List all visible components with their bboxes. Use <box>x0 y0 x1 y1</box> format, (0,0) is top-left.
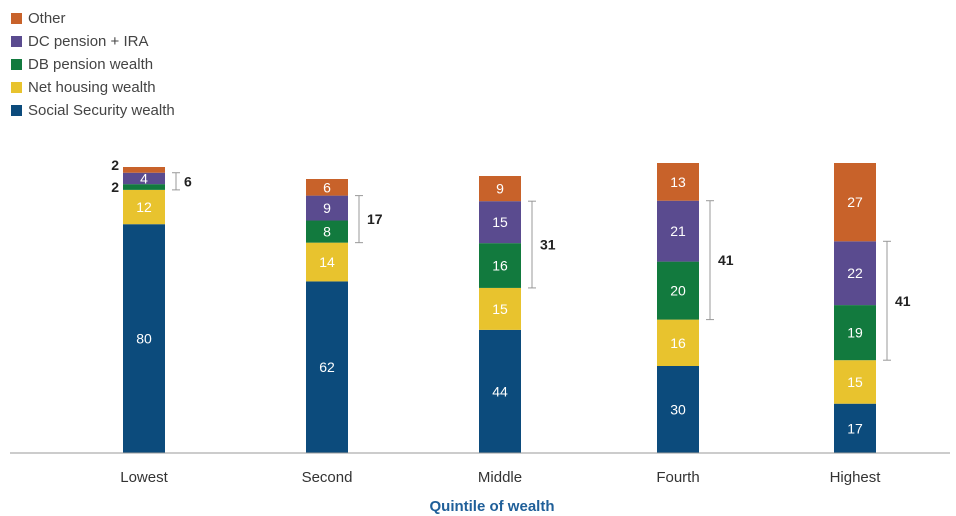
bracket-lowest <box>172 172 180 191</box>
bar-middle-db-pension-wealth <box>479 243 521 288</box>
bar-lowest-other <box>123 167 165 173</box>
bar-fourth-other <box>657 163 699 201</box>
bar-highest-net-housing-wealth <box>834 360 876 404</box>
data-label-lowest-social-security-wealth: 80 <box>136 331 152 347</box>
data-label-middle-net-housing-wealth: 15 <box>492 301 508 317</box>
bracket-fourth <box>706 200 714 321</box>
data-label-fourth-dc-pension-ira: 21 <box>670 223 686 239</box>
category-label-highest: Highest <box>830 469 882 486</box>
bracket-total-highest: 41 <box>895 293 911 309</box>
data-label-highest-net-housing-wealth: 15 <box>847 374 863 390</box>
data-label-fourth-net-housing-wealth: 16 <box>670 335 686 351</box>
bar-second-net-housing-wealth <box>306 242 348 282</box>
bar-second-other <box>306 179 348 196</box>
data-label-highest-other: 27 <box>847 194 863 210</box>
bar-lowest-db-pension-wealth <box>123 184 165 190</box>
legend-swatch-other <box>11 13 22 24</box>
data-label-middle-db-pension-wealth: 16 <box>492 258 508 274</box>
bar-fourth-social-security-wealth <box>657 366 699 453</box>
bar-middle-net-housing-wealth <box>479 287 521 330</box>
legend-label-social-security-wealth: Social Security wealth <box>28 102 175 119</box>
data-label-middle-other: 9 <box>496 181 504 197</box>
legend-swatch-db-pension-wealth <box>11 59 22 70</box>
data-label-highest-db-pension-wealth: 19 <box>847 325 863 341</box>
data-label-lowest-net-housing-wealth: 12 <box>136 199 152 215</box>
bracket-middle <box>528 200 536 289</box>
data-label-fourth-social-security-wealth: 30 <box>670 402 686 418</box>
bar-middle-dc-pension-ira <box>479 201 521 244</box>
data-label-lowest-dc-pension-ira: 4 <box>140 170 148 186</box>
bar-lowest-dc-pension-ira <box>123 172 165 185</box>
category-label-second: Second <box>302 469 353 486</box>
data-label-second-other: 6 <box>323 179 331 195</box>
x-axis-title: Quintile of wealth <box>429 498 554 515</box>
data-label-second-net-housing-wealth: 14 <box>319 254 335 270</box>
data-label-middle-dc-pension-ira: 15 <box>492 214 508 230</box>
data-label-fourth-db-pension-wealth: 20 <box>670 283 686 299</box>
bracket-second <box>355 195 363 244</box>
data-label-second-social-security-wealth: 62 <box>319 359 335 375</box>
legend-label-other: Other <box>28 10 66 27</box>
bar-second-social-security-wealth <box>306 281 348 453</box>
legend-label-dc-pension-ira: DC pension + IRA <box>28 33 148 50</box>
bar-fourth-dc-pension-ira <box>657 200 699 262</box>
data-label-second-dc-pension-ira: 9 <box>323 200 331 216</box>
bar-middle-other <box>479 176 521 202</box>
bar-highest-db-pension-wealth <box>834 305 876 361</box>
category-label-fourth: Fourth <box>656 469 699 486</box>
bar-highest-social-security-wealth <box>834 403 876 453</box>
bracket-total-second: 17 <box>367 211 383 227</box>
bar-lowest-social-security-wealth <box>123 224 165 453</box>
bar-fourth-net-housing-wealth <box>657 319 699 366</box>
legend-swatch-net-housing-wealth <box>11 82 22 93</box>
legend-swatch-dc-pension-ira <box>11 36 22 47</box>
bracket-highest <box>883 240 891 361</box>
category-label-lowest: Lowest <box>120 469 168 486</box>
outside-label-lowest-other: 2 <box>111 157 119 173</box>
data-label-highest-social-security-wealth: 17 <box>847 420 863 436</box>
bar-highest-other <box>834 163 876 242</box>
data-label-middle-social-security-wealth: 44 <box>492 383 508 399</box>
bar-fourth-db-pension-wealth <box>657 261 699 320</box>
bracket-total-lowest: 6 <box>184 173 192 189</box>
bracket-total-middle: 31 <box>540 237 556 253</box>
category-labels: Lowest Second Middle Fourth Highest <box>120 469 881 486</box>
bar-middle-social-security-wealth <box>479 329 521 453</box>
bar-second-db-pension-wealth <box>306 220 348 243</box>
data-label-second-db-pension-wealth: 8 <box>323 224 331 240</box>
category-label-middle: Middle <box>478 469 522 486</box>
bracket-total-fourth: 41 <box>718 252 734 268</box>
bar-second-dc-pension-ira <box>306 195 348 221</box>
bar-highest-dc-pension-ira <box>834 241 876 306</box>
outside-label-lowest-db-pension: 2 <box>111 179 119 195</box>
legend-swatch-social-security-wealth <box>11 105 22 116</box>
data-label-fourth-other: 13 <box>670 174 686 190</box>
legend: Other DC pension + IRA DB pension wealth Ne… <box>11 10 175 119</box>
bar-lowest-net-housing-wealth <box>123 189 165 225</box>
data-label-highest-dc-pension-ira: 22 <box>847 265 863 281</box>
legend-label-db-pension-wealth: DB pension wealth <box>28 56 153 73</box>
legend-label-net-housing-wealth: Net housing wealth <box>28 79 156 96</box>
